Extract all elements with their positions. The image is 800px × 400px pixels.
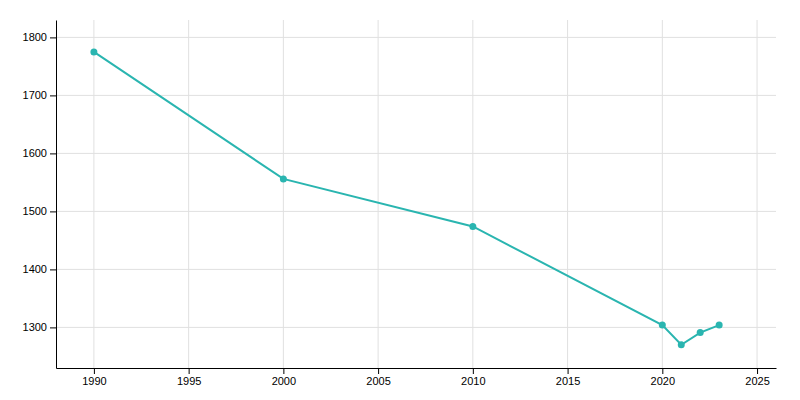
grid	[56, 20, 776, 368]
tick-label: 1400	[23, 263, 47, 275]
tick-mark	[378, 368, 379, 374]
tick-mark	[94, 368, 95, 374]
point	[697, 329, 704, 336]
grid-line	[56, 37, 776, 38]
tick: 1995	[177, 368, 201, 387]
tick: 1700	[23, 89, 56, 101]
tick-label: 1800	[23, 31, 47, 43]
grid-line	[378, 20, 379, 368]
tick-label: 1995	[177, 375, 201, 387]
grid-line	[56, 95, 776, 96]
tick-mark	[757, 368, 758, 374]
tick: 2005	[366, 368, 390, 387]
tick-mark	[50, 211, 56, 212]
tick-label: 2015	[556, 375, 580, 387]
tick-mark	[50, 327, 56, 328]
tick-label: 2020	[651, 375, 675, 387]
tick-mark	[568, 368, 569, 374]
tick-label: 2010	[461, 375, 485, 387]
tick-label: 1500	[23, 205, 47, 217]
tick: 2010	[461, 368, 485, 387]
chart: 1990 1995 2000 2005 2010 2015 2020 2025 1300 1400…	[0, 0, 800, 400]
point	[659, 322, 666, 329]
grid-line	[93, 20, 94, 368]
tick: 2015	[556, 368, 580, 387]
tick: 1800	[23, 31, 56, 43]
tick: 2020	[651, 368, 675, 387]
tick-label: 1600	[23, 147, 47, 159]
grid-line	[56, 153, 776, 154]
tick-mark	[283, 368, 284, 374]
grid-line	[283, 20, 284, 368]
grid-line	[567, 20, 568, 368]
tick-mark	[473, 368, 474, 374]
tick: 1990	[82, 368, 106, 387]
tick-label: 2005	[366, 375, 390, 387]
point	[469, 223, 476, 230]
axis-line	[56, 21, 57, 369]
line	[94, 52, 719, 345]
tick: 1600	[23, 147, 56, 159]
grid-line	[56, 269, 776, 270]
x-axis: 1990 1995 2000 2005 2010 2015 2020 2025	[57, 368, 777, 387]
tick: 2025	[745, 368, 769, 387]
point	[716, 322, 723, 329]
tick: 1300	[23, 321, 56, 333]
axis-line	[57, 368, 777, 369]
grid-line	[662, 20, 663, 368]
tick-mark	[50, 37, 56, 38]
grid-line	[472, 20, 473, 368]
tick-label: 2025	[745, 375, 769, 387]
point	[280, 175, 287, 182]
tick-mark	[50, 269, 56, 270]
tick-mark	[50, 95, 56, 96]
plot-area	[90, 48, 722, 348]
tick-label: 2000	[272, 375, 296, 387]
tick-mark	[50, 153, 56, 154]
tick: 2000	[272, 368, 296, 387]
tick-label: 1300	[23, 321, 47, 333]
tick: 1400	[23, 263, 56, 275]
grid-line	[757, 20, 758, 368]
tick-label: 1990	[82, 375, 106, 387]
tick-mark	[189, 368, 190, 374]
tick-mark	[662, 368, 663, 374]
tick-label: 1700	[23, 89, 47, 101]
point	[678, 341, 685, 348]
point	[90, 48, 97, 55]
grid-line	[56, 327, 776, 328]
tick: 1500	[23, 205, 56, 217]
y-axis: 1300 1400 1500 1600 1700 1800	[23, 21, 57, 369]
grid-line	[188, 20, 189, 368]
